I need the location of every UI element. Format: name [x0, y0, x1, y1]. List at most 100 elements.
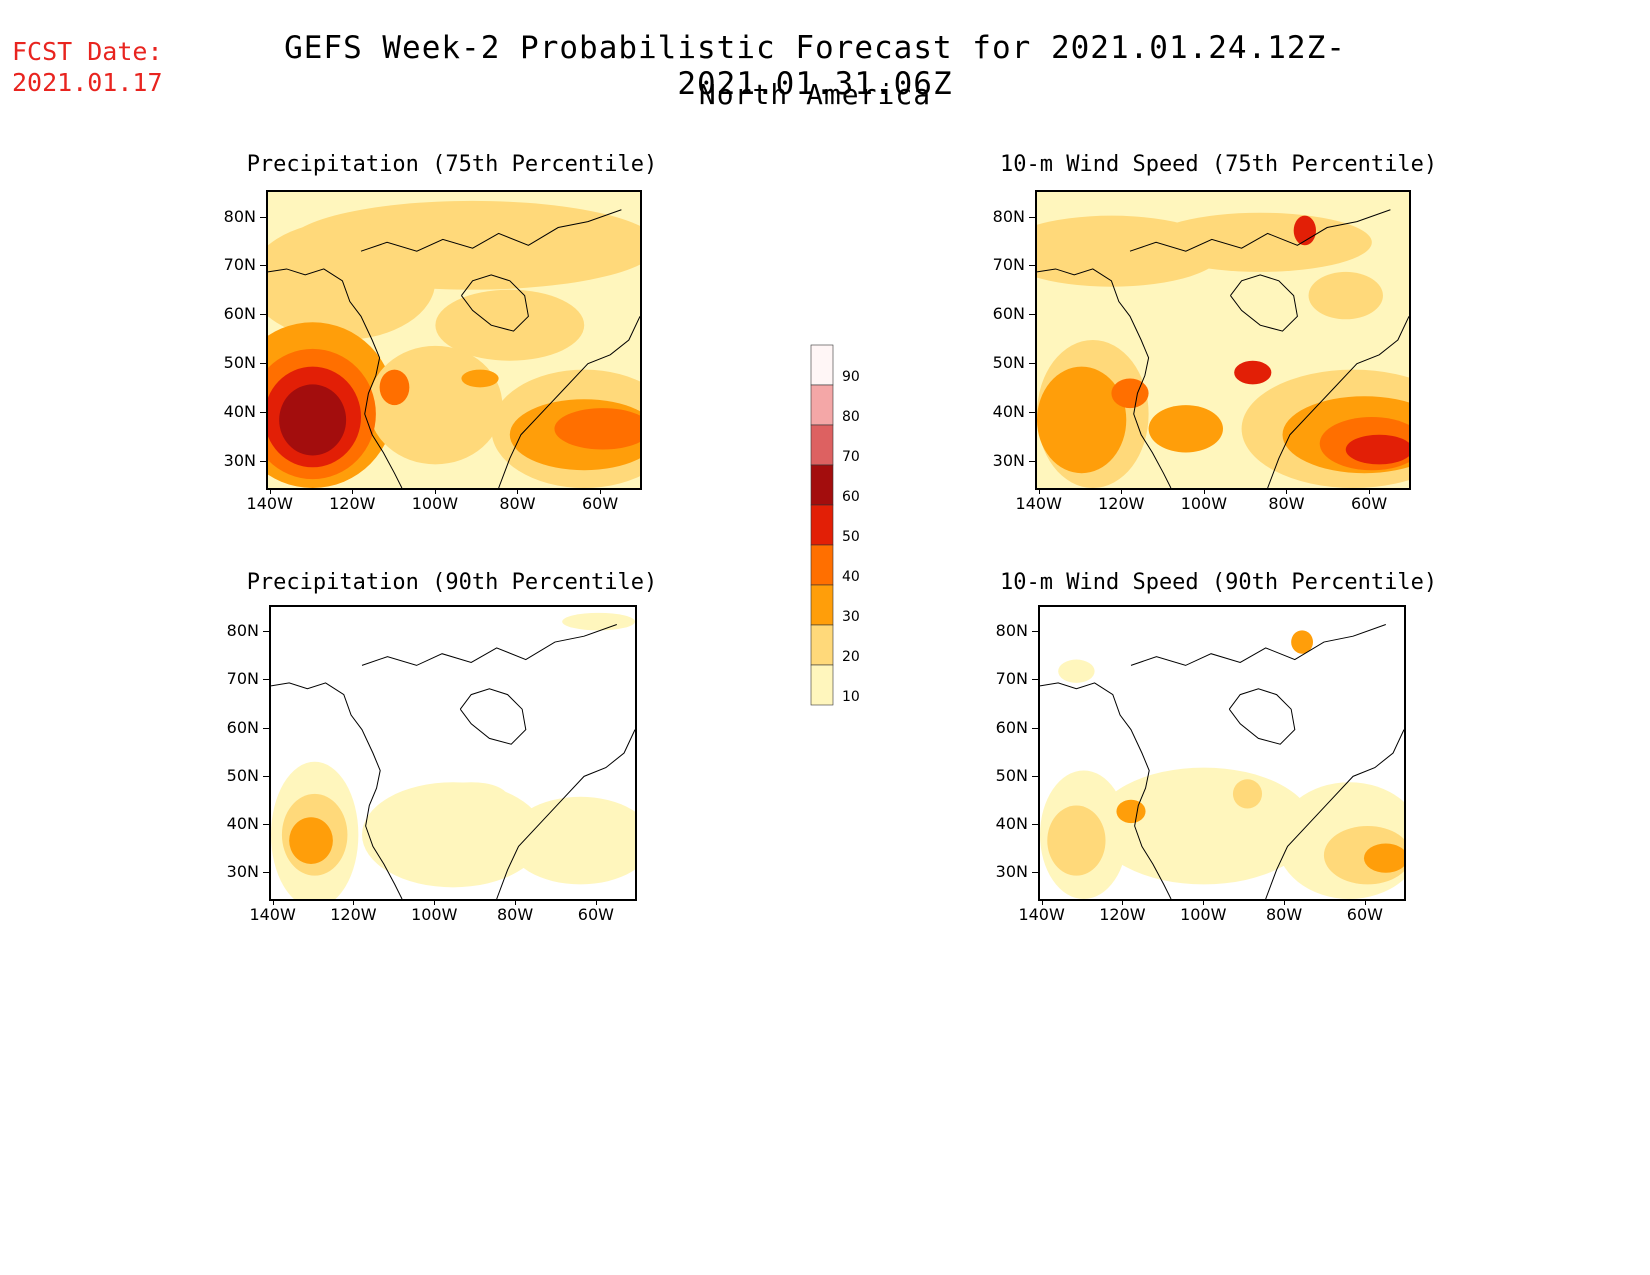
longitude-label: 60W — [577, 905, 614, 924]
latitude-tick — [263, 679, 269, 681]
longitude-tick — [1041, 899, 1043, 905]
coastline — [1037, 268, 1172, 488]
latitude-label: 60N — [992, 304, 1025, 324]
latitude-tick — [1032, 727, 1038, 729]
longitude-label: 80W — [496, 905, 534, 924]
latitude-label: 60N — [223, 304, 256, 324]
colorbar-bin — [810, 424, 834, 466]
map-canvas — [1040, 624, 1404, 899]
colorbar — [810, 344, 834, 706]
fcst-label: FCST Date: — [12, 37, 163, 66]
latitude-tick — [260, 363, 266, 365]
probability-shading — [1232, 779, 1263, 809]
coastline — [360, 209, 622, 252]
latitude-label: 40N — [995, 814, 1028, 833]
coastline — [271, 682, 403, 899]
longitude-tick — [600, 488, 602, 494]
latitude-tick — [263, 727, 269, 729]
latitude-tick — [263, 824, 269, 825]
longitude-tick — [434, 488, 436, 494]
probability-shading — [1363, 843, 1404, 873]
coastline — [1129, 209, 1391, 252]
colorbar-label: 60 — [842, 489, 860, 505]
longitude-tick — [1286, 488, 1288, 494]
latitude-label: 80N — [226, 621, 259, 641]
longitude-tick — [269, 488, 271, 494]
longitude-tick — [1369, 488, 1371, 494]
probability-shading — [368, 345, 503, 465]
colorbar-bin — [810, 384, 834, 426]
longitude-label: 60W — [1346, 905, 1383, 924]
colorbar-bin — [810, 504, 834, 546]
latitude-tick — [1029, 216, 1035, 218]
latitude-label: 30N — [995, 862, 1028, 882]
longitude-tick — [595, 899, 597, 905]
probability-shading — [461, 369, 499, 388]
probability-shading — [1111, 378, 1149, 409]
coastline — [1130, 624, 1386, 666]
latitude-label: 60N — [226, 717, 259, 737]
colorbar-label: 90 — [842, 369, 860, 385]
latitude-label: 40N — [226, 814, 259, 833]
probability-shading — [1116, 799, 1146, 824]
latitude-label: 50N — [226, 765, 259, 785]
fcst-date-label: FCST Date: 2021.01.17 — [12, 36, 163, 98]
map-precip-75 — [266, 190, 642, 490]
colorbar-bin — [810, 584, 834, 626]
latitude-label: 30N — [223, 450, 256, 470]
probability-shading — [434, 782, 508, 812]
coastline — [459, 688, 527, 745]
colorbar-label: 70 — [842, 449, 860, 465]
probability-shading — [1234, 360, 1272, 385]
panel-title-wind-75: 10-m Wind Speed (75th Percentile) — [1000, 152, 1438, 177]
latitude-tick — [260, 314, 266, 316]
longitude-label: 60W — [581, 494, 619, 513]
latitude-label: 70N — [226, 669, 259, 689]
colorbar-label: 80 — [842, 409, 860, 425]
colorbar-label: 50 — [842, 529, 860, 545]
longitude-tick — [1038, 488, 1040, 494]
colorbar-bin — [810, 344, 834, 386]
map-canvas — [1037, 192, 1409, 488]
latitude-tick — [263, 775, 269, 777]
probability-shading — [268, 221, 436, 340]
map-canvas — [271, 612, 635, 899]
latitude-label: 30N — [226, 862, 259, 882]
longitude-tick — [353, 899, 355, 905]
longitude-tick — [1364, 899, 1366, 905]
latitude-tick — [1029, 314, 1035, 316]
coastline — [1267, 316, 1409, 488]
map-canvas — [268, 192, 640, 488]
latitude-tick — [1029, 412, 1035, 413]
latitude-tick — [1032, 872, 1038, 874]
probability-shading — [507, 796, 635, 885]
longitude-label: 100W — [411, 494, 459, 513]
latitude-tick — [1032, 631, 1038, 633]
fcst-date: 2021.01.17 — [12, 68, 163, 97]
longitude-tick — [517, 488, 519, 494]
page-subtitle: North America — [698, 78, 932, 111]
latitude-tick — [263, 631, 269, 633]
longitude-label: 120W — [329, 494, 376, 513]
latitude-tick — [260, 216, 266, 218]
coastline — [1230, 274, 1298, 332]
probability-shading — [1308, 271, 1383, 320]
longitude-label: 100W — [1180, 905, 1227, 924]
longitude-label: 80W — [499, 494, 536, 513]
latitude-tick — [263, 872, 269, 874]
coastline — [268, 268, 403, 488]
colorbar-bin — [810, 624, 834, 666]
latitude-label: 30N — [992, 450, 1025, 470]
probability-shading — [1148, 212, 1372, 272]
probability-shading — [289, 817, 333, 864]
map-wind-75 — [1035, 190, 1411, 490]
probability-shading — [1148, 405, 1223, 453]
coastline — [498, 316, 640, 488]
colorbar-bin — [810, 664, 834, 706]
longitude-label: 100W — [1180, 494, 1228, 513]
longitude-label: 140W — [249, 905, 296, 924]
colorbar-label: 20 — [842, 649, 860, 665]
longitude-tick — [1203, 488, 1205, 494]
longitude-tick — [1203, 899, 1205, 905]
probability-shading — [554, 408, 640, 450]
